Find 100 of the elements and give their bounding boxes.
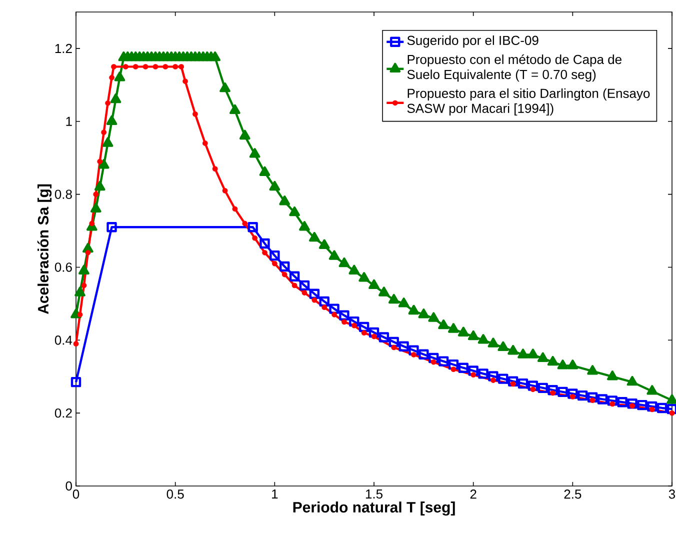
point <box>329 304 340 314</box>
y-axis-title: Aceleración Sa [g] <box>37 184 52 314</box>
point <box>89 220 95 226</box>
point <box>319 296 330 307</box>
point <box>637 400 648 410</box>
point <box>232 206 238 212</box>
point <box>438 356 449 366</box>
point <box>649 406 655 412</box>
x-tick-label: 2.5 <box>564 490 582 499</box>
point <box>332 312 337 318</box>
point <box>450 366 456 372</box>
x-tick-label: 3 <box>668 490 676 499</box>
point <box>510 381 516 387</box>
point <box>105 100 110 106</box>
point <box>93 192 99 198</box>
legend-label: Propuesto para el sitio Darlington (Ensayo SASW por Macari [1994]) <box>407 88 650 116</box>
point <box>162 64 168 70</box>
point <box>351 322 357 328</box>
point <box>70 376 82 388</box>
point <box>448 359 459 370</box>
point <box>607 396 618 406</box>
point <box>192 111 198 117</box>
point <box>289 271 300 282</box>
point <box>490 378 496 383</box>
point <box>368 327 380 338</box>
y-tick-label: 0.4 <box>54 336 72 345</box>
point <box>202 140 208 146</box>
point <box>73 341 79 346</box>
point <box>182 78 188 84</box>
point <box>270 250 280 261</box>
point <box>132 64 138 70</box>
point <box>97 158 103 164</box>
point <box>81 282 87 288</box>
point <box>152 64 158 70</box>
point <box>578 390 588 401</box>
point <box>568 388 578 399</box>
point <box>478 368 488 379</box>
point <box>488 371 498 382</box>
point <box>349 316 360 327</box>
point <box>272 260 278 266</box>
point <box>411 352 416 358</box>
x-tick-label: 1.5 <box>366 490 382 499</box>
point <box>309 288 320 299</box>
point <box>570 394 576 400</box>
point <box>597 394 608 404</box>
point <box>418 349 429 360</box>
point <box>342 319 347 325</box>
point <box>262 250 268 256</box>
point <box>252 235 258 241</box>
y-tick-label: 1.2 <box>55 44 72 53</box>
point <box>590 398 596 404</box>
y-tick-label: 1 <box>66 116 72 126</box>
point <box>558 386 568 398</box>
point <box>339 310 350 320</box>
point <box>458 362 468 373</box>
point <box>312 297 318 303</box>
point <box>280 261 290 272</box>
point <box>106 222 117 232</box>
y-tick-label: 0.6 <box>54 262 72 272</box>
point <box>627 398 638 409</box>
x-tick-label: 1 <box>272 490 278 498</box>
point <box>550 390 556 396</box>
legend-label: Propuesto con el método de Capa de Suelo Equivalente (T = 0.70 seg) <box>407 54 622 82</box>
point <box>358 322 370 332</box>
point <box>172 64 178 70</box>
point <box>378 332 390 342</box>
x-axis-title: Periodo natural T [seg] <box>293 502 455 516</box>
point <box>518 378 528 389</box>
point <box>508 376 518 386</box>
y-tick-label: 0.8 <box>54 190 72 199</box>
point <box>428 352 439 364</box>
point <box>361 330 367 336</box>
point <box>470 372 476 378</box>
point <box>122 64 128 70</box>
point <box>322 304 328 310</box>
point <box>548 385 558 396</box>
point <box>630 403 635 408</box>
x-tick-label: 0.5 <box>166 490 184 499</box>
point <box>282 272 288 278</box>
point <box>666 404 676 414</box>
point <box>109 74 114 80</box>
point <box>299 280 310 291</box>
point <box>398 341 409 352</box>
point <box>371 334 377 340</box>
point <box>391 344 397 350</box>
point <box>111 64 116 70</box>
point <box>528 380 538 391</box>
y-tick-label: 0.2 <box>54 408 72 418</box>
point <box>468 366 478 376</box>
point <box>302 290 308 296</box>
point <box>142 64 148 70</box>
point <box>77 312 83 318</box>
point <box>587 392 598 402</box>
point <box>85 250 91 256</box>
point <box>656 402 668 414</box>
legend-label: Sugerido por el IBC-09 <box>407 35 538 48</box>
point <box>178 64 184 70</box>
point <box>669 410 675 416</box>
point <box>538 382 548 394</box>
point <box>101 130 107 136</box>
